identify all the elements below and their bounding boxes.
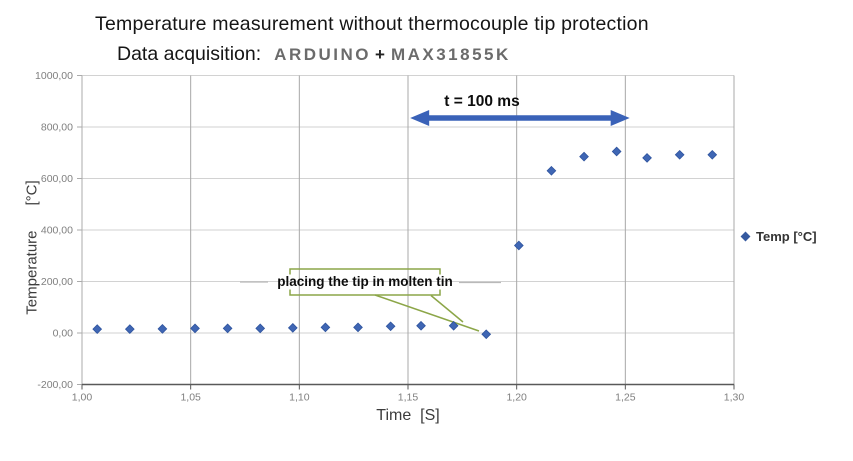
duration-arrow [410, 110, 630, 126]
chart-title: Temperature measurement without thermoco… [95, 13, 649, 35]
x-tick-label: 1,00 [72, 392, 93, 404]
callout-shape [240, 268, 501, 332]
y-tick-label: 600,00 [41, 173, 73, 185]
data-point [674, 149, 685, 160]
data-point [92, 324, 103, 335]
data-points [92, 146, 718, 340]
y-tick-labels: 1000,00 800,00 600,00 400,00 200,00 0,00 -200,… [35, 70, 73, 391]
x-axis-title: Time [S] [376, 407, 440, 424]
x-tick-label: 1,05 [180, 392, 201, 404]
axis-ticks [77, 75, 735, 390]
data-point [448, 320, 459, 331]
callout-pointer-line [374, 294, 480, 332]
data-point [222, 323, 233, 334]
x-tick-labels: 1,00 1,05 1,10 1,15 1,20 1,25 1,30 [72, 392, 745, 404]
y-tick-label: -200,00 [37, 379, 73, 391]
callout-annotation-label: placing the tip in molten tin [277, 274, 453, 289]
data-point [287, 322, 298, 333]
data-point [481, 329, 492, 340]
y-tick-label: 200,00 [41, 276, 73, 288]
x-tick-label: 1,20 [506, 392, 527, 404]
data-point [157, 324, 168, 334]
data-point [353, 322, 363, 333]
double-arrow-icon [410, 110, 630, 126]
data-point [255, 323, 266, 334]
x-tick-label: 1,25 [615, 392, 636, 404]
chart-subtitle: Data acquisition: ARDUINO + MAX31855K [117, 43, 511, 66]
y-axis-title: Temperature [°C] [23, 180, 41, 315]
data-point [579, 151, 589, 162]
x-tick-label: 1,30 [724, 392, 745, 404]
axis-lines [81, 75, 734, 386]
device-name-max31855k: MAX31855K [390, 45, 511, 64]
plus-sign: + [375, 45, 385, 64]
y-tick-label: 800,00 [41, 122, 73, 134]
x-tick-label: 1,15 [398, 392, 419, 404]
data-point [416, 320, 426, 331]
legend-diamond-icon [740, 231, 751, 242]
data-point [385, 321, 396, 332]
device-name-arduino: ARDUINO [274, 45, 372, 64]
y-tick-label: 0,00 [53, 328, 74, 340]
v-gridlines [81, 75, 735, 385]
legend-label: Temp [°C] [756, 229, 817, 244]
data-point [190, 323, 200, 334]
duration-annotation-label: t = 100 ms [444, 93, 520, 110]
y-tick-label: 400,00 [41, 225, 73, 237]
callout-top-bracket [289, 268, 441, 275]
data-point [124, 324, 135, 335]
data-point [611, 146, 622, 157]
data-point [513, 240, 524, 251]
y-tick-label: 1000,00 [35, 70, 73, 82]
data-point [546, 165, 557, 176]
legend: Temp [°C] [740, 229, 817, 244]
subtitle-label: Data acquisition: [117, 43, 262, 65]
x-tick-label: 1,10 [289, 392, 310, 404]
callout-pointer-line-2 [430, 294, 464, 323]
data-point [642, 153, 652, 163]
callout-bottom-bracket [289, 289, 441, 296]
data-point [320, 322, 331, 333]
data-point [707, 149, 718, 160]
